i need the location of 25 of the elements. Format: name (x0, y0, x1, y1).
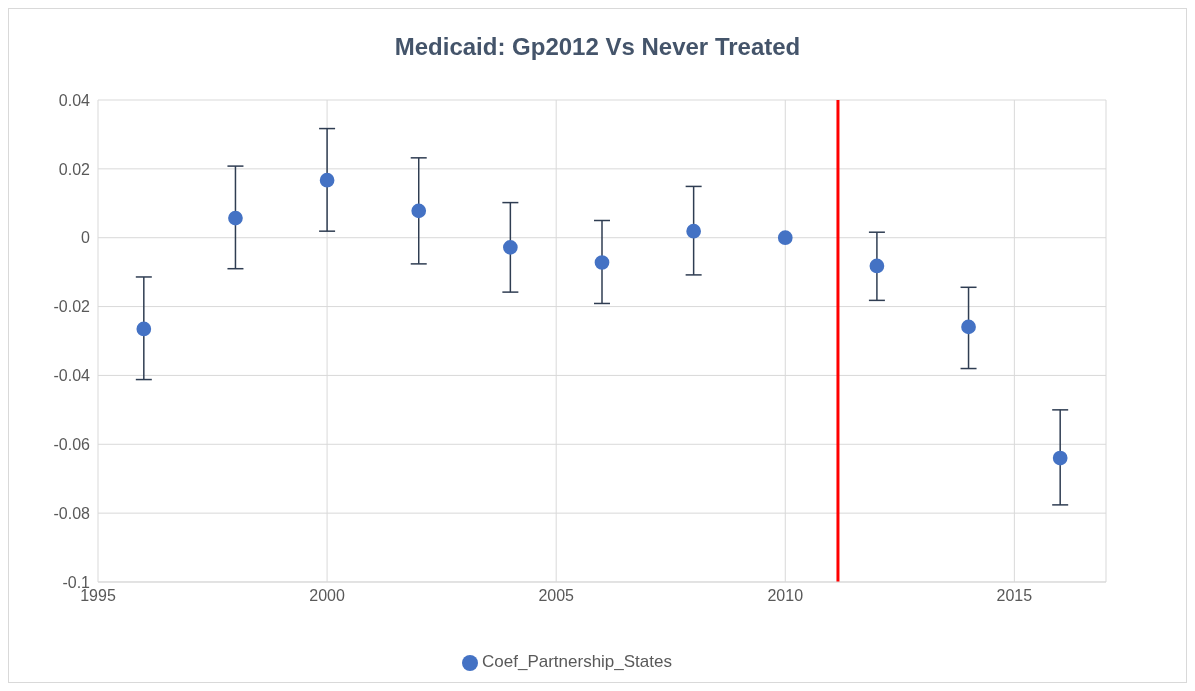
y-tick-label: -0.08 (53, 504, 91, 522)
y-tick-label: 0 (81, 229, 91, 247)
y-tick-label: -0.04 (53, 367, 91, 385)
point (228, 210, 243, 226)
point (594, 255, 610, 270)
point (136, 321, 152, 337)
chart-title: Medicaid: Gp2012 Vs Never Treated (393, 33, 802, 61)
x-tick-label: 2010 (767, 587, 804, 605)
point (686, 223, 701, 239)
point (411, 203, 427, 219)
point (869, 258, 885, 274)
point (319, 172, 335, 188)
x-tick-label: 2000 (309, 587, 345, 605)
point (777, 230, 793, 246)
point (1052, 450, 1068, 466)
y-tick-label: -0.02 (53, 298, 91, 316)
y-tick-label: -0.06 (53, 435, 91, 453)
legend-label: Coef_Partnership_States (482, 652, 672, 671)
x-tick-label: 2015 (996, 587, 1033, 605)
x-tick-label: 2005 (538, 587, 575, 605)
point (961, 319, 976, 335)
point (503, 240, 518, 255)
y-tick-label: 0.04 (58, 91, 91, 109)
x-tick-label: 1995 (80, 587, 116, 605)
y-tick-label: 0.02 (58, 160, 91, 178)
